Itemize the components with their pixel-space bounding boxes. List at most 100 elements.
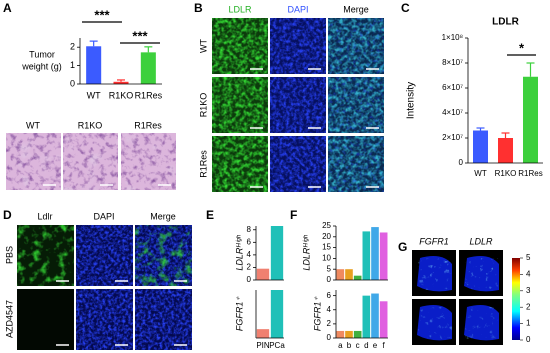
- bar: [256, 268, 270, 280]
- image-texture: [135, 289, 192, 350]
- image-label: R1Res: [134, 120, 162, 130]
- y-axis-label: FGFR1⁺: [234, 296, 244, 332]
- x-tick-label: WT: [87, 90, 101, 100]
- image-texture: [465, 307, 499, 339]
- column-label: DAPI: [93, 211, 114, 221]
- y-tick-label: 2×10⁷: [442, 133, 463, 142]
- x-tick-label: PIN: [256, 341, 270, 350]
- y-tick-label: 8×10⁷: [442, 58, 463, 67]
- bar: [256, 329, 270, 338]
- y-tick-label: 6: [327, 291, 332, 300]
- x-tick-label: d: [364, 341, 368, 350]
- panel-letter: B: [194, 1, 203, 15]
- image-texture: [418, 307, 452, 339]
- heatmap-image: [459, 299, 503, 345]
- x-tick-label: f: [383, 341, 386, 350]
- micrograph: [17, 289, 74, 350]
- y-tick-label: 10: [322, 254, 331, 263]
- significance-label: *: [519, 40, 525, 55]
- column-label: LDLR: [228, 4, 252, 14]
- panel-letter: E: [206, 208, 214, 222]
- bar: [371, 227, 379, 280]
- panel-letter: A: [3, 1, 12, 15]
- micrograph: [121, 133, 176, 190]
- y-axis-label: LDLRᴴⁱᵍʰ: [301, 234, 311, 270]
- bar: [345, 269, 353, 280]
- bar: [86, 46, 102, 84]
- y-tick-label: 1×10⁸: [442, 33, 463, 42]
- y-tick-label: 5: [327, 264, 332, 273]
- x-tick-label: c: [356, 341, 360, 350]
- micrograph: [328, 136, 384, 192]
- y-tick-label: 8: [247, 225, 252, 234]
- image-texture: [63, 133, 118, 190]
- image-texture: [270, 77, 326, 133]
- image-label: WT: [26, 120, 40, 130]
- micrograph: [135, 289, 192, 350]
- image-texture: [76, 289, 133, 350]
- image-texture: [212, 18, 268, 74]
- bar: [140, 52, 156, 84]
- image-texture: [212, 136, 268, 192]
- bar: [379, 301, 388, 338]
- image-texture: [270, 18, 326, 74]
- x-tick-label: R1KO: [495, 169, 517, 178]
- image-texture: [328, 18, 384, 74]
- y-tick-label: 2: [247, 263, 252, 272]
- y-tick-label: 6: [247, 237, 252, 246]
- image-texture: [328, 77, 384, 133]
- row-label: R1KO: [198, 93, 208, 118]
- y-tick-label: 0: [327, 275, 332, 284]
- colorbar-tick-label: 0: [526, 335, 531, 344]
- micrograph: [135, 225, 192, 286]
- column-label: DAPI: [287, 4, 308, 14]
- micrograph: [328, 77, 384, 133]
- colorbar-tick-label: 1: [526, 319, 531, 328]
- micrograph: [76, 289, 133, 350]
- image-texture: [418, 258, 452, 290]
- y-tick-label: 2: [327, 319, 332, 328]
- bar: [353, 330, 362, 338]
- y-tick-label: 20: [322, 232, 331, 241]
- micrograph: [212, 77, 268, 133]
- bar: [113, 81, 129, 84]
- x-tick-label: a: [338, 341, 343, 350]
- micrograph: [328, 18, 384, 74]
- row-label: WT: [198, 39, 208, 53]
- column-label: Ldlr: [37, 211, 52, 221]
- colorbar-tick-label: 2: [526, 302, 531, 311]
- bar: [353, 275, 362, 280]
- colorbar-tick-label: 5: [526, 253, 531, 262]
- image-texture: [328, 136, 384, 192]
- image-texture: [121, 133, 176, 190]
- y-tick-label: 0: [327, 333, 332, 342]
- row-label: R1Res: [198, 150, 208, 178]
- colorbar: [512, 258, 520, 340]
- micrograph: [63, 133, 118, 190]
- micrograph: [17, 225, 74, 286]
- y-tick-label: 1: [70, 60, 75, 70]
- image-texture: [212, 77, 268, 133]
- y-tick-label: 0: [247, 275, 252, 284]
- x-tick-label: e: [373, 341, 378, 350]
- column-label: FGFR1: [419, 236, 449, 246]
- row-label: AZD4547: [4, 300, 14, 338]
- x-tick-label: WT: [474, 169, 487, 178]
- y-tick-label: 4: [247, 250, 252, 259]
- y-tick-label: 25: [322, 221, 331, 230]
- image-texture: [135, 225, 192, 286]
- y-axis-label: Intensity: [406, 82, 417, 119]
- micrograph: [212, 18, 268, 74]
- y-tick-label: 4×10⁷: [442, 108, 463, 117]
- x-tick-label: b: [347, 341, 352, 350]
- y-tick-label: 0: [459, 158, 464, 167]
- micrograph: [270, 136, 326, 192]
- colorbar-tick-label: 3: [526, 286, 531, 295]
- y-axis-label: LDLRᴴⁱᵍʰ: [234, 234, 244, 270]
- image-texture: [270, 136, 326, 192]
- y-tick-label: 2: [70, 42, 75, 52]
- x-tick-label: PCa: [269, 341, 285, 350]
- y-axis-label: weight (g): [21, 61, 62, 71]
- image-texture: [76, 225, 133, 286]
